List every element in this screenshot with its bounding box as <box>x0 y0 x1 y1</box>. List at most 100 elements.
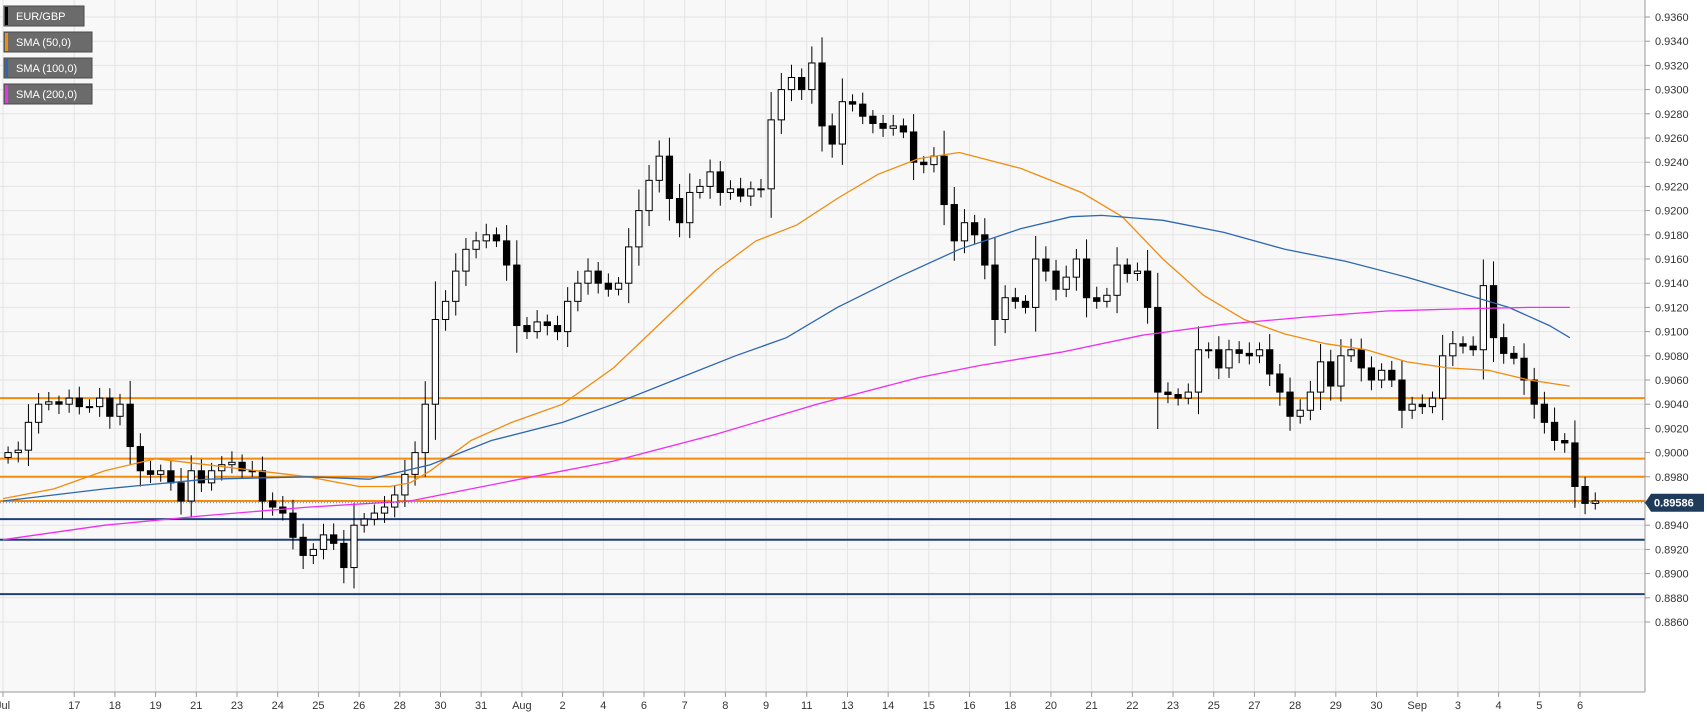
legend-swatch <box>5 33 8 51</box>
candle-body <box>533 321 541 333</box>
candle-body <box>513 264 521 327</box>
y-tick-label: 0.9260 <box>1655 133 1689 145</box>
candle-body <box>899 125 908 133</box>
candle-body <box>1215 349 1223 369</box>
candle-body <box>1286 391 1294 417</box>
candle-body <box>1062 276 1070 290</box>
x-tick-label: 16 <box>963 700 975 712</box>
horizontal-levels <box>0 397 1645 596</box>
x-tick-label: 5 <box>1536 700 1542 712</box>
candle-body <box>665 155 674 199</box>
candle-body <box>675 198 684 224</box>
candle-body <box>574 282 582 302</box>
candle-body <box>1042 258 1050 272</box>
y-tick-label: 0.8980 <box>1655 472 1689 484</box>
candle-body <box>157 470 165 475</box>
candle-body <box>1052 270 1060 290</box>
candle-body <box>187 470 195 502</box>
candle-body <box>1388 369 1396 381</box>
y-tick-label: 0.8860 <box>1655 617 1689 629</box>
y-tick-label: 0.9320 <box>1655 60 1689 72</box>
candle-body <box>1021 300 1030 308</box>
y-tick-label: 0.9120 <box>1655 302 1689 314</box>
x-tick-label: 23 <box>231 700 243 712</box>
grid <box>0 0 1645 692</box>
x-tick-label: 21 <box>190 700 202 712</box>
last-price-badge <box>1645 493 1704 512</box>
candle-body <box>411 452 419 475</box>
candle-body <box>126 403 134 448</box>
sma-line <box>2 214 1571 502</box>
candle-body <box>645 179 653 212</box>
y-tick-label: 0.9040 <box>1655 399 1689 411</box>
candle-body <box>380 506 389 514</box>
candle-body <box>1103 294 1111 302</box>
candle-body <box>716 171 724 193</box>
y-tick-label: 0.8880 <box>1655 593 1689 605</box>
candle-body <box>228 461 236 466</box>
x-tick-label: 23 <box>1167 700 1179 712</box>
y-tick-label: 0.9360 <box>1655 12 1689 24</box>
last-price-label: 0.89586 <box>1654 498 1694 510</box>
candle-body <box>747 188 755 197</box>
candle-body <box>909 131 918 163</box>
last-price-tag: 0.89586 <box>0 493 1704 512</box>
candle-body <box>1266 349 1274 375</box>
x-tick-label: 11 <box>801 700 812 712</box>
y-tick-label: 0.9140 <box>1655 278 1689 290</box>
legend-box <box>3 83 93 105</box>
candle-body <box>1184 391 1192 399</box>
candle-body <box>777 89 785 121</box>
candle-body <box>1143 270 1152 308</box>
candle-body <box>553 325 562 333</box>
candles <box>4 37 1599 589</box>
candle-body <box>299 536 307 556</box>
candle-body <box>258 470 267 502</box>
legend: EUR/GBP SMA (50,0) SMA (100,0) SMA (200,0) <box>3 5 93 105</box>
candle-body <box>350 524 358 569</box>
x-tick-label: 30 <box>1370 700 1382 712</box>
candle-body <box>1194 349 1203 393</box>
candle-body <box>96 397 104 408</box>
legend-box <box>3 31 93 53</box>
candle-body <box>340 542 348 569</box>
candle-body <box>960 222 969 242</box>
candle-body <box>1174 394 1182 399</box>
candle-body <box>289 512 297 538</box>
candle-body <box>1500 337 1508 354</box>
candle-body <box>1510 352 1518 359</box>
legend-label: SMA (100,0) <box>16 63 77 75</box>
candle-body <box>838 101 847 145</box>
candle-body <box>564 300 572 333</box>
y-tick-label: 0.9100 <box>1655 327 1689 339</box>
legend-swatch <box>5 85 8 103</box>
x-tick-label: 24 <box>272 700 284 712</box>
candle-body <box>1367 367 1376 381</box>
legend-box <box>3 57 93 79</box>
candle-body <box>1296 409 1304 417</box>
candle-body <box>1561 440 1569 444</box>
candle-body <box>167 470 175 484</box>
x-tick-label: 6 <box>1577 700 1583 712</box>
candle-body <box>1082 258 1091 299</box>
moving-averages <box>2 151 1571 541</box>
candle-body <box>859 103 867 117</box>
candle-body <box>1398 379 1406 411</box>
candle-body <box>1164 391 1172 396</box>
legend-swatch <box>5 59 8 77</box>
candle-body <box>1093 297 1101 302</box>
x-tick-label: Aug <box>512 700 532 712</box>
candle-body <box>1032 258 1040 308</box>
y-tick-label: 0.9340 <box>1655 36 1689 48</box>
candle-body <box>1245 352 1253 357</box>
candle-body <box>1113 264 1121 296</box>
legend-box <box>3 5 85 27</box>
candle-body <box>116 403 124 417</box>
candle-body <box>991 264 999 320</box>
x-tick-label: 3 <box>1455 700 1461 712</box>
x-tick-label: 19 <box>149 700 161 712</box>
candle-body <box>421 403 429 454</box>
x-tick-label: 25 <box>1208 700 1220 712</box>
candle-body <box>1276 373 1284 393</box>
candle-body <box>1133 270 1142 275</box>
